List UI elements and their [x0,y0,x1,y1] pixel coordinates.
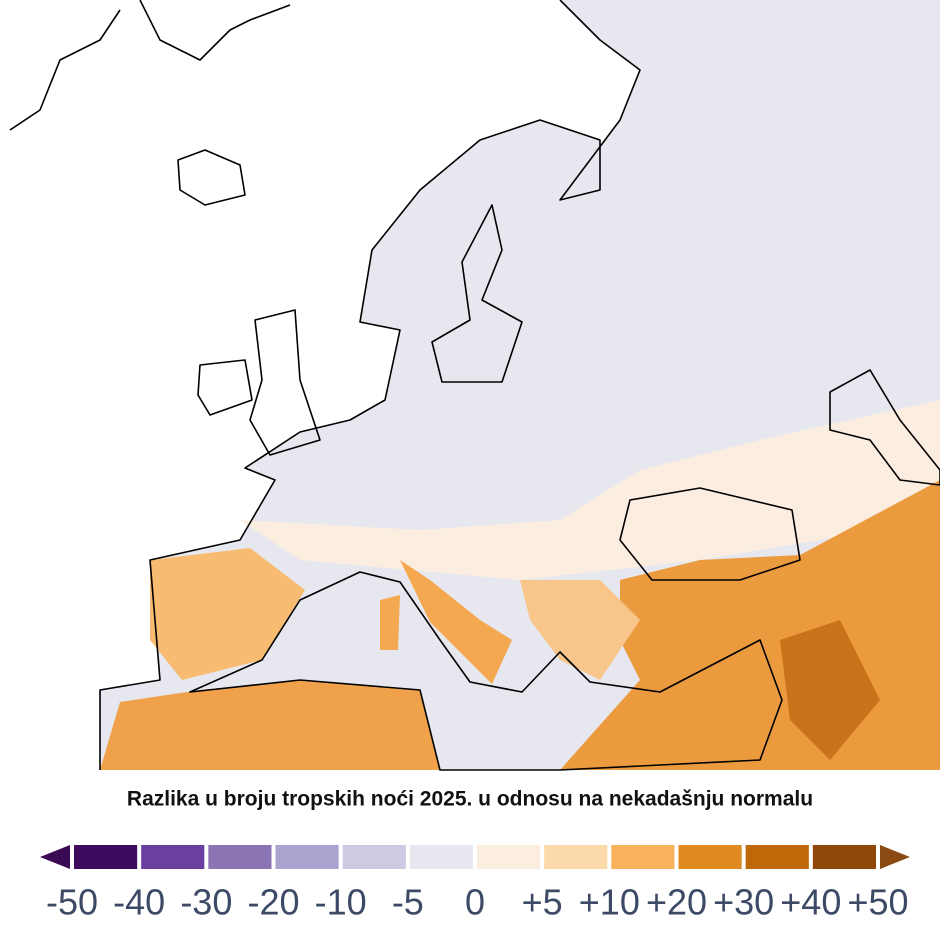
colorbar-tick-label: -30 [180,882,232,923]
colorbar-segment [544,845,608,869]
map [9,0,940,771]
colorbar-tick-label: 0 [465,882,485,923]
colorbar-tick-label: +40 [780,882,841,923]
coastline [99,0,641,770]
sea [619,487,801,581]
island [177,149,246,206]
colorbar-segment [409,845,473,869]
island [249,309,321,456]
colorbar-tick-label: +50 [847,882,908,923]
sea [829,369,940,486]
colorbar-tick-label: +10 [579,882,640,923]
colorbar-segment [275,845,339,869]
colorbar-extend-high [880,845,910,869]
island [197,359,253,416]
warm-area [150,548,305,680]
map-title: Razlika u broju tropskih noći 2025. u od… [127,788,813,811]
warm-area [240,400,940,580]
colorbar-segment [611,845,675,869]
colorbar-segment [477,845,541,869]
sea [189,571,783,771]
colorbar-segment [141,845,205,869]
colorbar-segment [208,845,272,869]
sea [431,204,523,383]
colorbar-tick-label: +20 [646,882,707,923]
warm-area [100,680,440,770]
colorbar-segment [678,845,742,869]
colorbar-tick-label: -10 [315,882,367,923]
colorbar-tick-label: -20 [247,882,299,923]
colorbar-segment [745,845,809,869]
colorbar-tick-label: -50 [46,882,98,923]
colorbar-tick-label: +5 [522,882,563,923]
colorbar-tick-label: -5 [392,882,424,923]
colorbar-segment [74,845,138,869]
colorbar-extend-low [40,845,70,869]
warm-area [380,595,400,650]
colorbar-segment [342,845,406,869]
warm-area [520,580,640,680]
colorbar-segment [812,845,876,869]
warm-area [780,620,880,760]
greenland-coast [9,0,291,131]
colorbar-tick-label: -40 [113,882,165,923]
colorbar-tick-label: +30 [713,882,774,923]
warm-area [400,560,512,684]
